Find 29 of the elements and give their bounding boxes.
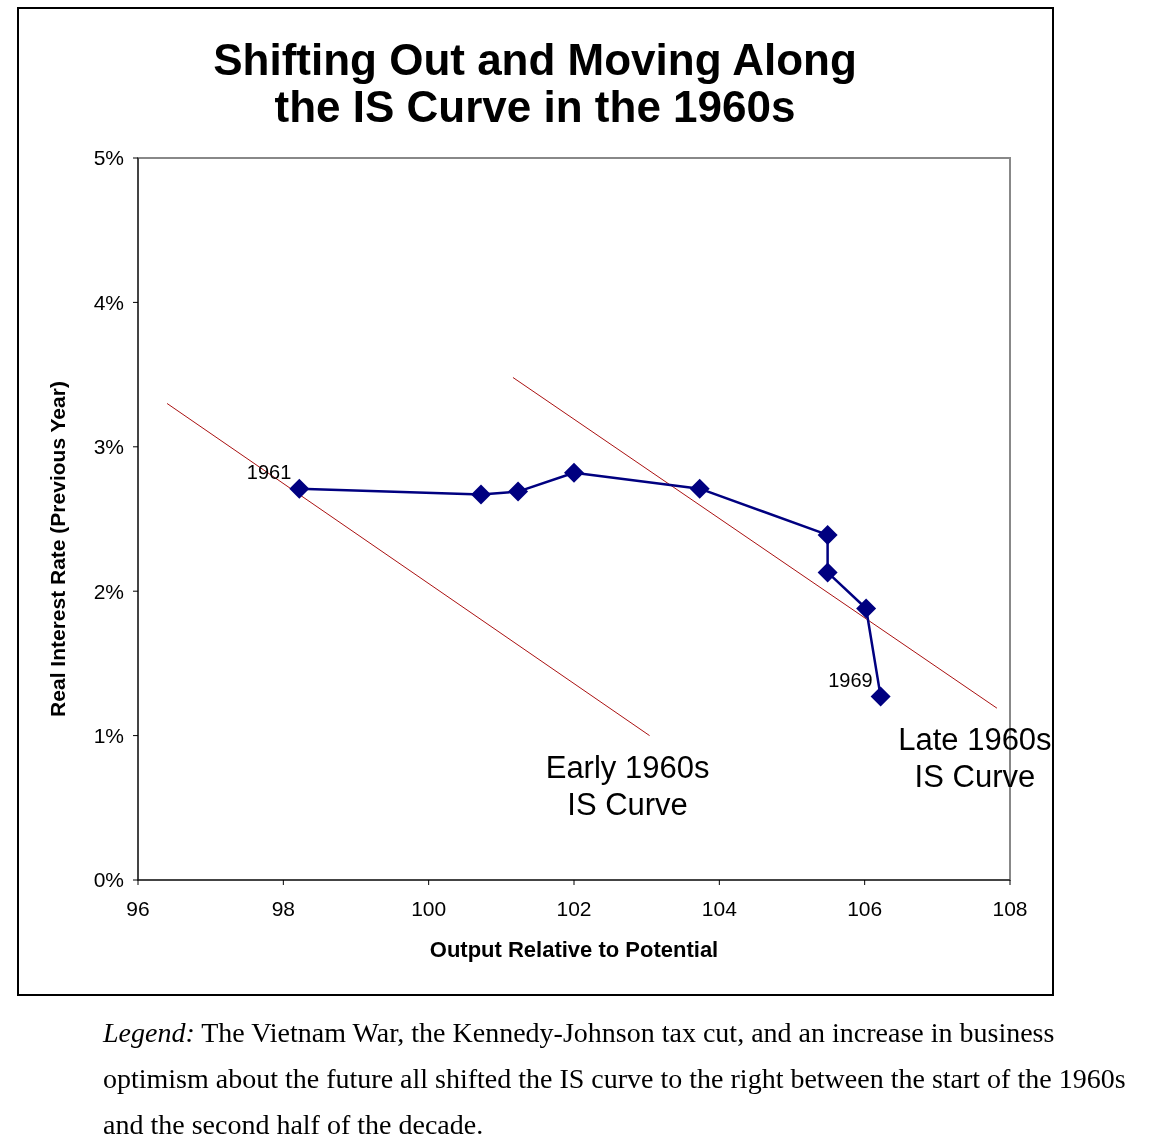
point — [564, 462, 584, 483]
x-tick-label: 96 — [126, 897, 150, 920]
point — [817, 562, 838, 583]
y-tick-label: 5% — [93, 146, 124, 170]
x-tick-label: 104 — [701, 897, 738, 920]
point — [508, 481, 529, 502]
annotation: 1969 — [828, 668, 873, 691]
chart-title: Shifting Out and Moving Along the IS Curve in the 1960s — [213, 35, 857, 131]
y-tick-label: 0% — [93, 868, 124, 892]
x-tick-label: 100 — [411, 897, 447, 920]
x-tick-label: 98 — [271, 897, 296, 920]
text: Legend: The Vietnam War, the Kennedy-Johnson tax cut, and an increase in business optimism about the future all shifted the IS curve to the right between the start of the 1960s and the second half of the decade. — [103, 1016, 1127, 1139]
x-tick-label: 102 — [556, 897, 592, 920]
point — [856, 598, 877, 619]
series-label: Late 1960s IS Curve — [898, 722, 1052, 795]
point — [289, 478, 310, 499]
x-tick-label: 108 — [992, 897, 1028, 920]
x-axis-title: Output Relative to Potential — [429, 937, 719, 962]
y-tick-label: 2% — [93, 579, 124, 603]
point — [689, 478, 710, 499]
y-tick-label: 3% — [93, 435, 124, 459]
point — [470, 484, 491, 505]
y-tick-label: 1% — [93, 723, 124, 747]
point — [817, 524, 838, 545]
series-label: Early 1960s IS Curve — [545, 749, 710, 822]
y-tick-label: 4% — [93, 290, 124, 314]
point — [870, 686, 891, 707]
y-axis-title: Real Interest Rate (Previous Year) — [46, 381, 69, 717]
x-tick-label: 106 — [847, 897, 883, 920]
